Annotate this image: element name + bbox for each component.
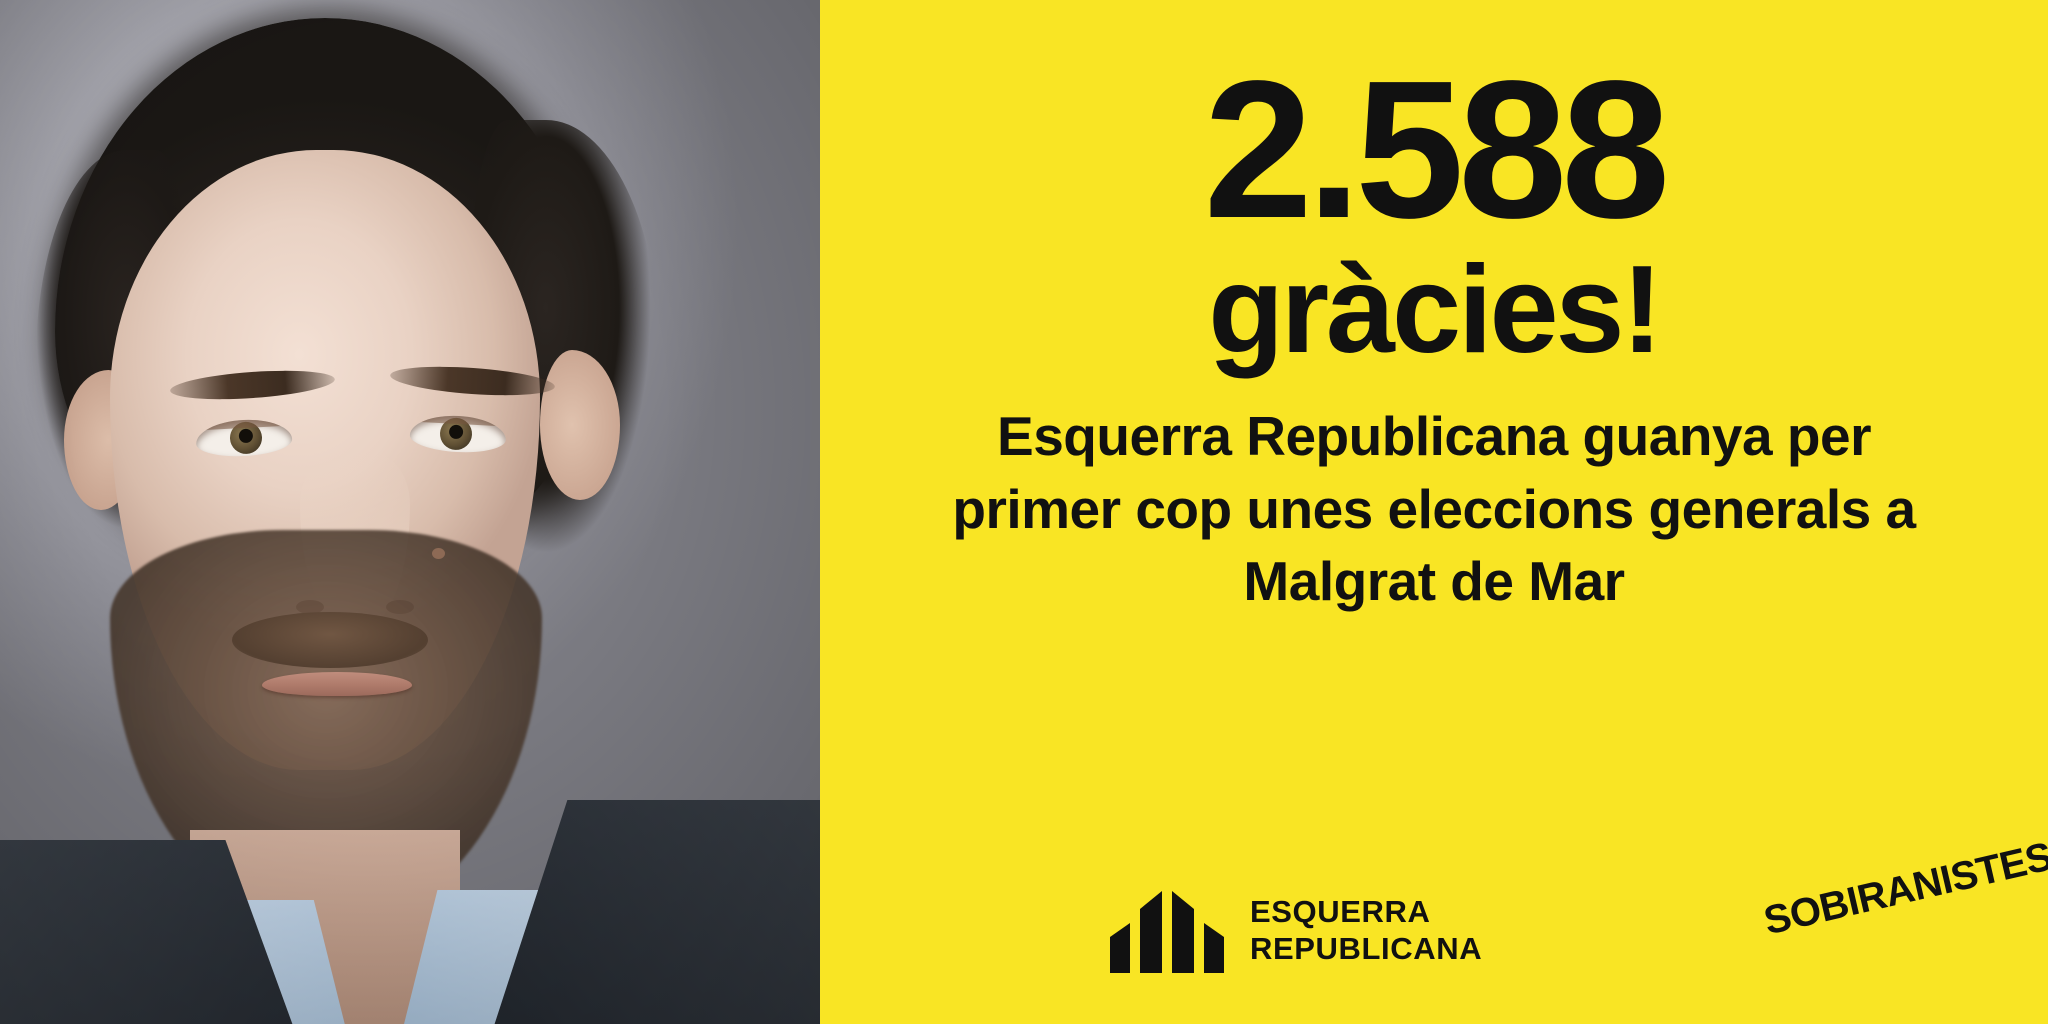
mustache — [232, 612, 428, 668]
message-panel: 2.588 gràcies! Esquerra Republicana guan… — [820, 0, 2048, 1024]
headline-line-3: Malgrat de Mar — [1243, 550, 1625, 613]
erc-wordmark-line-1: ESQUERRA — [1250, 894, 1431, 930]
erc-bars-mark — [1110, 891, 1224, 973]
mouth — [262, 672, 412, 696]
photo-vignette — [0, 0, 820, 1024]
ear-right — [540, 350, 620, 500]
headline-paragraph: Esquerra Republicana guanya per primer c… — [880, 400, 1988, 618]
erc-wordmark-line-2: REPUBLICANA — [1250, 931, 1483, 966]
esquerra-republicana-logo: ESQUERRA REPUBLICANA — [1110, 885, 1482, 977]
portrait-photo — [0, 0, 820, 1024]
cheek-mole — [432, 548, 445, 559]
sobiranistes-logo: SOBIRANISTES — [1759, 834, 2048, 944]
erc-logo-wordmark: ESQUERRA REPUBLICANA — [1250, 894, 1482, 967]
headline-line-1: Esquerra Republicana guanya per — [997, 405, 1871, 467]
vote-count: 2.588 — [1203, 40, 1670, 259]
headline-line-2: primer cop unes eleccions generals a — [952, 477, 1916, 540]
thanks-headline: gràcies! — [1208, 241, 1663, 379]
